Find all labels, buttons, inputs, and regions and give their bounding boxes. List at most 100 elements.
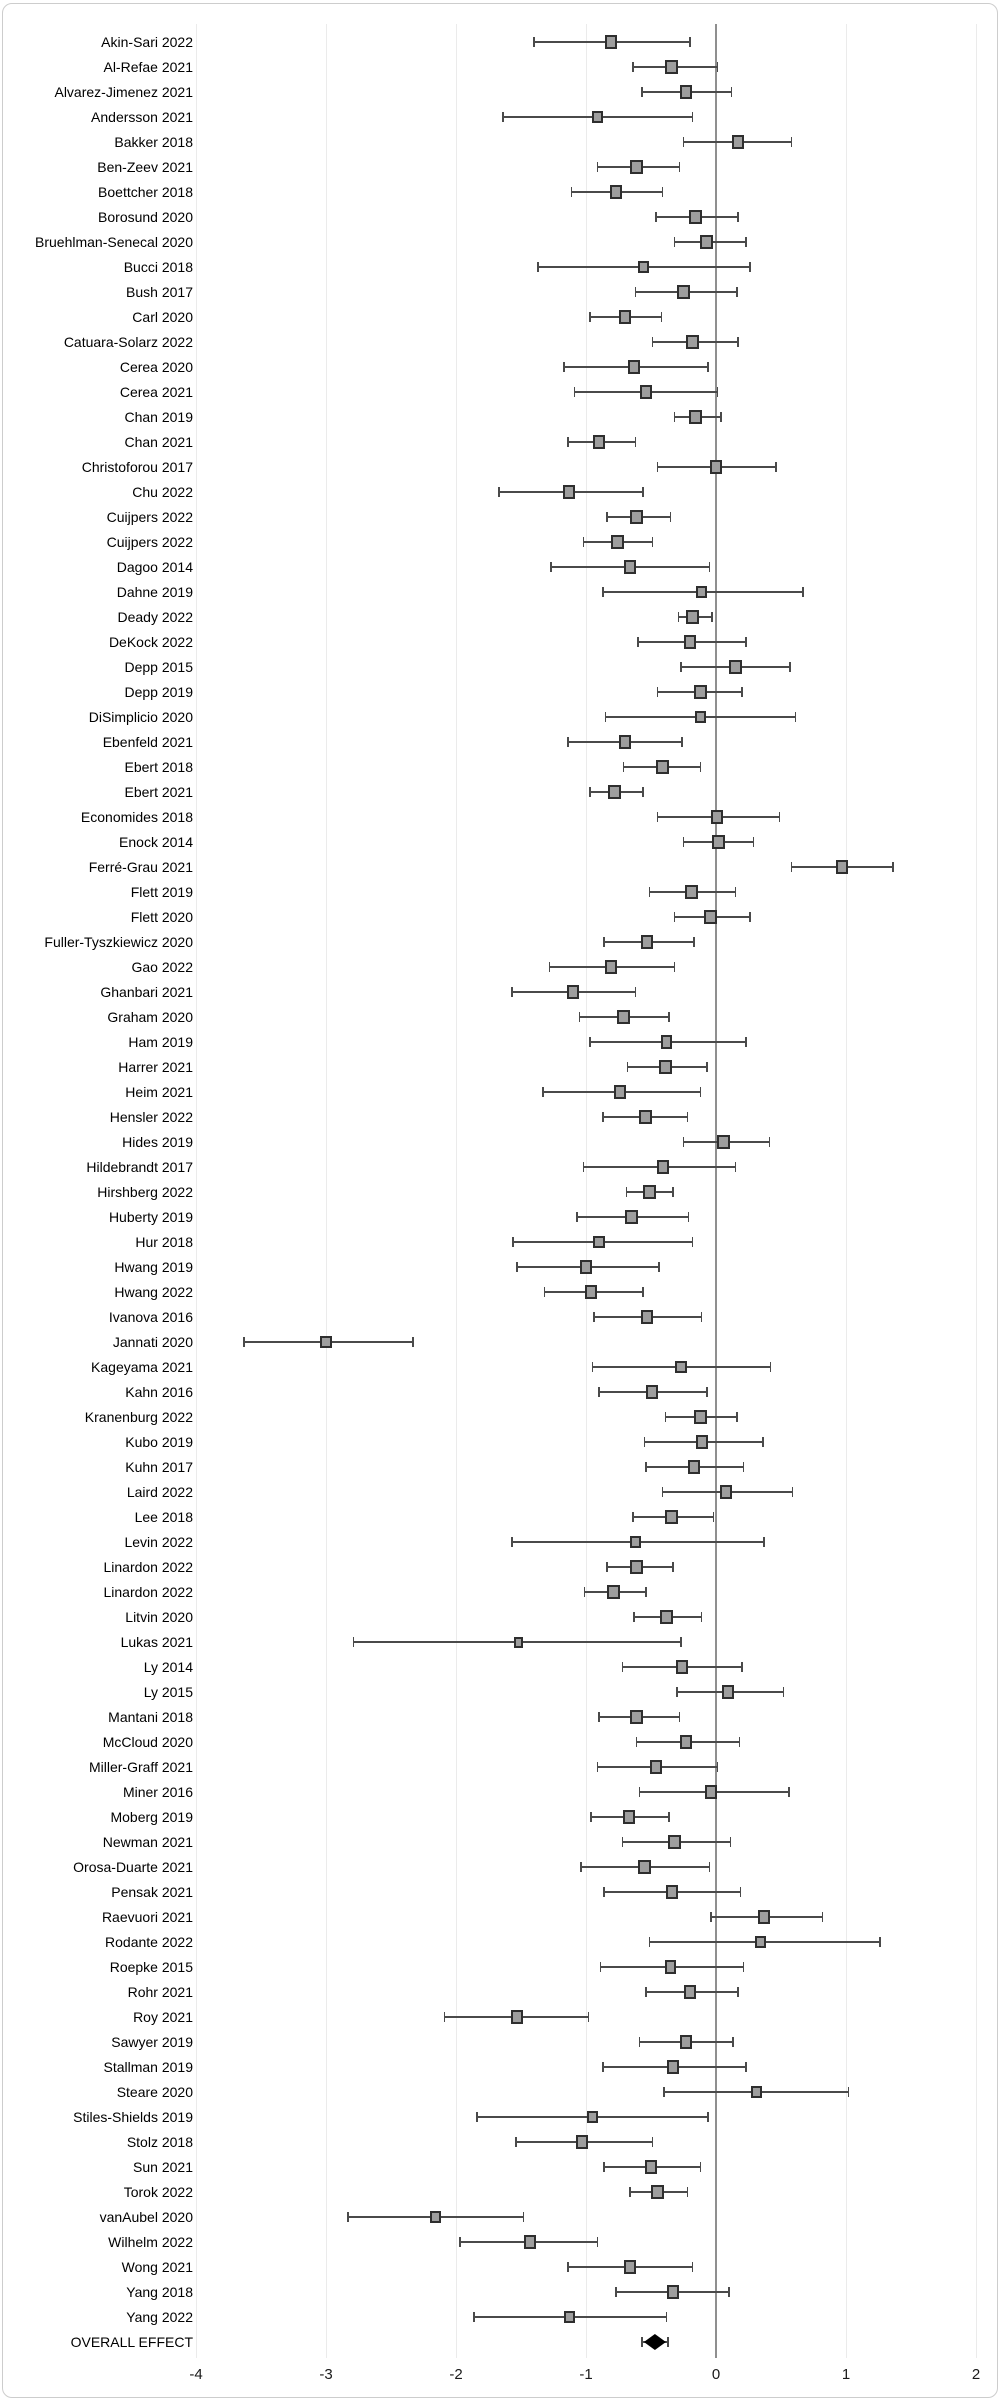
ci-cap	[641, 87, 643, 97]
ci-cap	[716, 1762, 719, 1772]
ci-cap	[673, 237, 676, 247]
effect-square	[606, 1584, 620, 1600]
ci-cap	[745, 237, 747, 247]
study-label: Hwang 2022	[114, 1284, 193, 1300]
effect-square	[587, 2110, 598, 2124]
ci-cap	[645, 1587, 647, 1597]
effect-square	[679, 1735, 693, 1749]
study-label: Levin 2022	[124, 1534, 193, 1550]
ci-cap	[706, 1062, 708, 1072]
ci-cap	[243, 1337, 245, 1347]
effect-square	[566, 985, 580, 999]
study-label: Miller-Graff 2021	[88, 1759, 193, 1775]
ci-cap	[502, 112, 504, 122]
ci-cap	[459, 2237, 461, 2247]
ci-cap	[641, 2337, 643, 2347]
ci-cap	[542, 1087, 544, 1097]
ci-cap	[737, 337, 739, 347]
effect-square	[754, 1935, 766, 1949]
study-label: Hwang 2019	[114, 1259, 193, 1275]
ci-cap	[637, 637, 639, 647]
ci-cap	[656, 687, 659, 697]
study-label: Ebenfeld 2021	[102, 734, 193, 750]
ci-cap	[632, 1512, 634, 1522]
ci-cap	[634, 987, 637, 997]
ci-cap	[782, 1687, 785, 1697]
study-label: Newman 2021	[102, 1834, 193, 1850]
effect-square	[563, 2310, 575, 2324]
study-label: Chu 2022	[132, 484, 193, 500]
study-label: Chan 2021	[124, 434, 193, 450]
effect-square	[660, 1035, 673, 1049]
ci-cap	[589, 1037, 591, 1047]
ci-cap	[665, 2312, 668, 2322]
effect-square	[630, 1559, 644, 1575]
ci-cap	[533, 37, 535, 47]
ci-cap	[752, 837, 755, 847]
effect-square	[320, 1335, 332, 1349]
effect-square	[835, 860, 849, 874]
ci-cap	[604, 712, 607, 722]
study-label: Ivanova 2016	[108, 1309, 193, 1325]
ci-cap	[515, 2137, 517, 2147]
ci-cap	[737, 1987, 739, 1997]
ci-cap	[642, 787, 644, 797]
study-label: DiSimplicio 2020	[88, 709, 193, 725]
ci-cap	[634, 287, 637, 297]
study-label: Deady 2022	[117, 609, 193, 625]
study-label: DeKock 2022	[108, 634, 193, 650]
ci-cap	[691, 112, 694, 122]
effect-square	[694, 710, 706, 724]
ci-cap	[686, 1112, 689, 1122]
ci-cap	[711, 612, 713, 622]
ci-cap	[643, 1437, 646, 1447]
study-label: Catuara-Solarz 2022	[63, 334, 193, 350]
study-label: Pensak 2021	[111, 1884, 193, 1900]
effect-square	[511, 2010, 523, 2024]
study-label: Huberty 2019	[108, 1209, 193, 1225]
effect-square	[643, 1184, 657, 1200]
ci-cap	[352, 1637, 355, 1647]
ci-cap	[626, 1062, 629, 1072]
study-label: Hensler 2022	[109, 1109, 193, 1125]
effect-square	[720, 1485, 733, 1499]
effect-square	[712, 834, 725, 850]
ci-cap	[583, 1587, 586, 1597]
study-label: Sawyer 2019	[111, 2034, 193, 2050]
ci-cap	[700, 1612, 703, 1622]
ci-cap	[749, 262, 751, 272]
ci-cap	[603, 1887, 605, 1897]
ci-cap	[699, 2162, 702, 2172]
ci-cap	[590, 1812, 592, 1822]
effect-square	[664, 1960, 677, 1974]
ci-cap	[707, 362, 709, 372]
effect-square	[640, 1310, 654, 1324]
study-label: Roy 2021	[133, 2009, 193, 2025]
ci-cap	[794, 712, 797, 722]
effect-square	[638, 1860, 651, 1874]
study-label: Lee 2018	[134, 1509, 193, 1525]
ci-cap	[638, 1787, 641, 1797]
study-label: Fuller-Tyszkiewicz 2020	[44, 934, 193, 950]
ci-cap	[710, 1912, 712, 1922]
ci-cap	[573, 387, 576, 397]
study-label: Al-Refae 2021	[103, 59, 193, 75]
study-label: Cerea 2020	[119, 359, 193, 375]
x-tick-label: -2	[449, 2366, 463, 2383]
study-label: Moberg 2019	[110, 1809, 193, 1825]
effect-square	[604, 960, 617, 974]
study-label: Boettcher 2018	[98, 184, 193, 200]
ci-cap	[602, 1112, 604, 1122]
ci-cap	[563, 362, 565, 372]
ci-cap	[821, 1912, 824, 1922]
ci-cap	[663, 2087, 665, 2097]
effect-square	[750, 2085, 762, 2099]
ci-cap	[736, 287, 738, 297]
ci-cap	[763, 1537, 765, 1547]
study-label: Chan 2019	[124, 409, 193, 425]
study-label: Yang 2022	[126, 2309, 193, 2325]
study-label: Akin-Sari 2022	[101, 34, 193, 50]
effect-square	[688, 209, 702, 225]
ci-cap	[689, 37, 691, 47]
ci-cap	[790, 137, 793, 147]
